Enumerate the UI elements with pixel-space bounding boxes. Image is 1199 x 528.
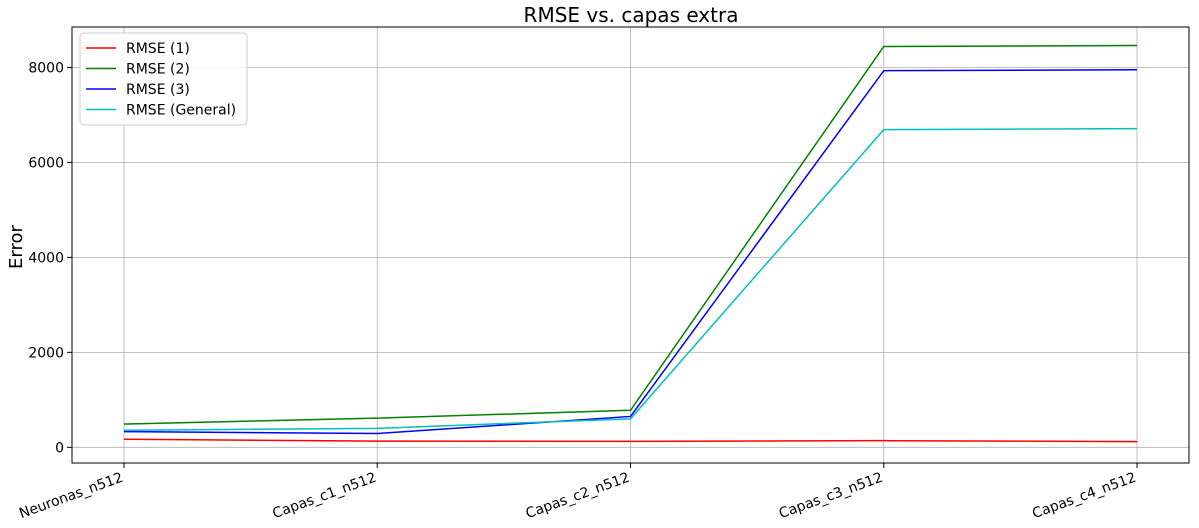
y-tick-label: 2000 (28, 345, 64, 361)
series-lines (123, 44, 1138, 443)
y-axis-label: Error (6, 224, 27, 268)
legend-label: RMSE (General) (126, 103, 236, 119)
y-tick-label: 6000 (28, 155, 64, 171)
y-tick-label: 0 (55, 440, 64, 456)
series-line (123, 68, 1138, 435)
grid-lines (72, 27, 1189, 463)
series-line (123, 127, 1138, 431)
series-line (123, 44, 1138, 425)
legend: RMSE (1) RMSE (2) RMSE (3) RMSE (General) (79, 32, 248, 126)
y-tick-label: 8000 (28, 60, 64, 76)
legend-box (79, 32, 248, 126)
legend-label: RMSE (1) (126, 41, 190, 57)
legend-label: RMSE (2) (126, 62, 190, 78)
chart-title: RMSE vs. capas extra (524, 3, 739, 27)
y-tick-label: 4000 (28, 250, 64, 266)
legend-label: RMSE (3) (126, 82, 190, 98)
series-line (123, 438, 1138, 443)
